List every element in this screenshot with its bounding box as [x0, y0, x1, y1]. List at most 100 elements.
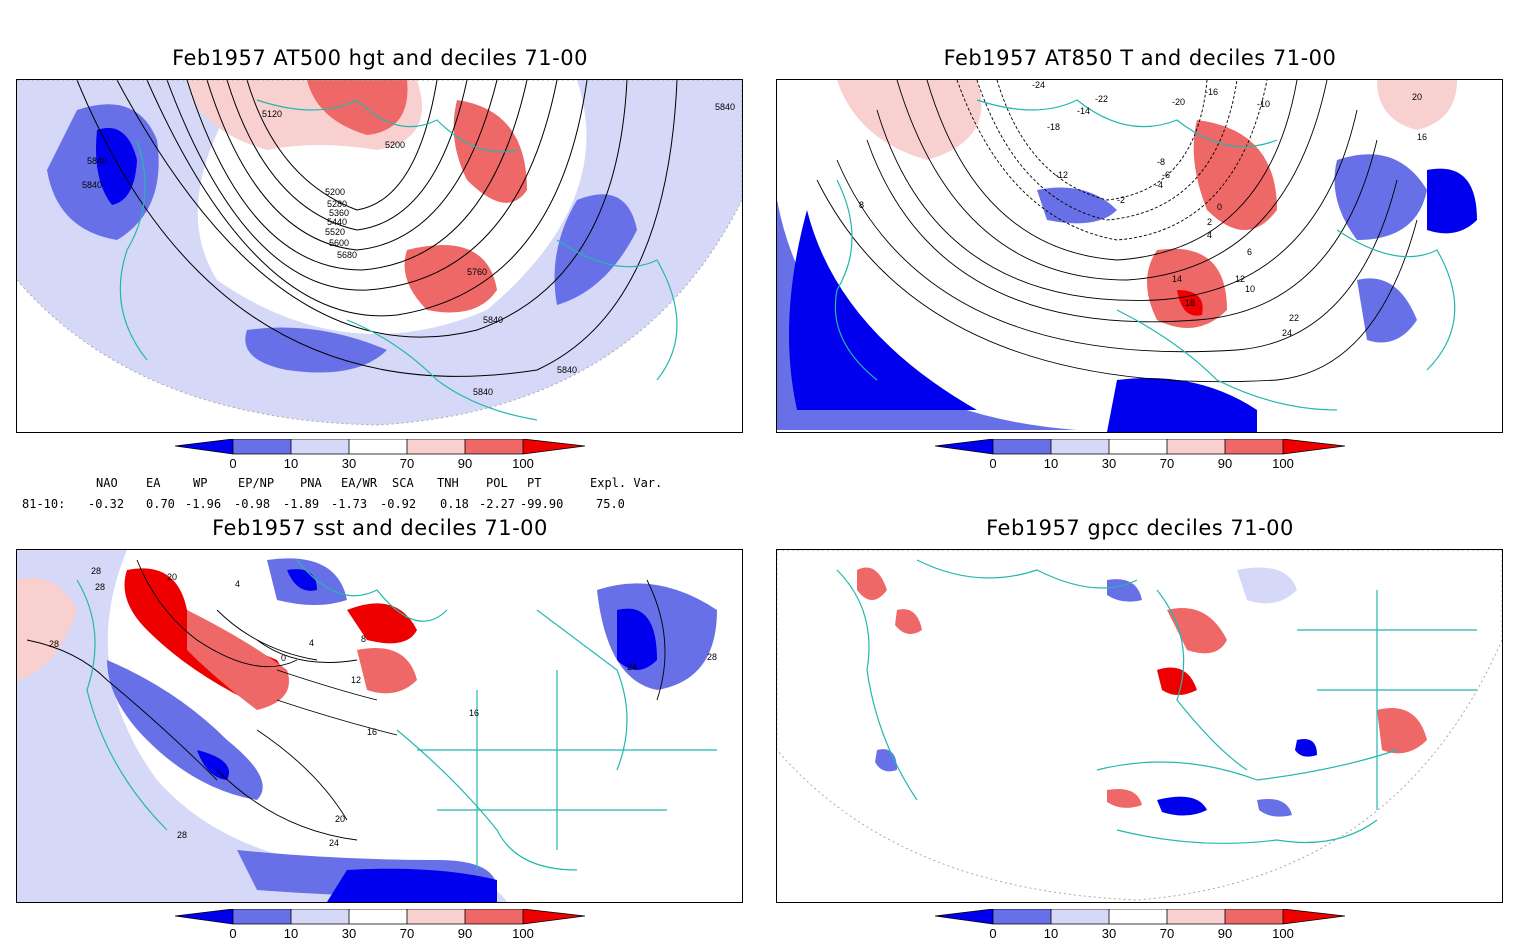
colorbar-tick: 100 [1272, 456, 1294, 471]
index-header: PT [527, 476, 542, 490]
decile-shading-high [1193, 120, 1277, 230]
contour-label: -20 [1172, 97, 1185, 107]
colorbar-swatch [291, 439, 349, 454]
sst-contours [26, 559, 666, 841]
contour-label: 4 [309, 638, 314, 648]
colorbar-tick: 90 [1218, 456, 1232, 471]
colorbar-tick: 30 [342, 926, 356, 940]
contour-label: 16 [469, 708, 479, 718]
contour-label: 4 [1207, 230, 1212, 240]
coastlines [834, 99, 1456, 411]
contour-label: -10 [1257, 99, 1270, 109]
colorbar-gpcc: 0 10 30 70 90 100 [934, 908, 1346, 941]
index-value: -0.98 [234, 497, 271, 511]
decile-shading-high [1147, 248, 1227, 328]
decile-shading-low [1357, 278, 1417, 343]
panel-title-sst: Feb1957 sst and deciles 71-00 [212, 516, 548, 540]
colorbar-swatch [935, 909, 993, 924]
colorbar-tick: 10 [284, 456, 298, 471]
contour-label: 0 [281, 653, 286, 663]
colorbar-swatch [407, 909, 465, 924]
decile-shading-high [1377, 80, 1457, 130]
height-contours [76, 80, 678, 377]
index-header: POL [486, 476, 508, 490]
coastlines [119, 99, 678, 421]
colorbar-swatch [465, 439, 523, 454]
contour-label: 5440 [327, 217, 347, 227]
contour-label: -2 [1117, 195, 1125, 205]
colorbar-swatch [935, 439, 993, 454]
colorbar-swatch [407, 439, 465, 454]
colorbar-swatch [233, 439, 291, 454]
contour-label: 5200 [325, 187, 345, 197]
decile-shading-low [1334, 154, 1427, 240]
decile-shading-high [404, 245, 497, 313]
index-header: SCA [392, 476, 414, 490]
contour-label: -6 [1162, 170, 1170, 180]
index-value: -2.27 [479, 497, 516, 511]
decile-shading-low [554, 194, 637, 305]
contour-label: 22 [1289, 313, 1299, 323]
contour-label: 5280 [327, 199, 347, 209]
decile-shading-lowest [197, 750, 229, 780]
decile-shading-high [17, 578, 77, 680]
colorbar-swatch [349, 909, 407, 924]
contour-label: 5520 [325, 227, 345, 237]
contour-label: 24 [1282, 328, 1292, 338]
contour-label: 8 [859, 200, 864, 210]
map-t850: -24 -22 -20 -18 -16 -14 -12 -10 -8 -6 -4… [777, 80, 1477, 432]
index-row-label: 81-10: [22, 497, 66, 511]
colorbar-tick: 30 [342, 456, 356, 471]
colorbar-sst: 0 10 30 70 90 100 [174, 908, 586, 941]
decile-shading-lowest [327, 868, 497, 902]
colorbar-swatch [233, 909, 291, 924]
index-header: EA/WR [341, 476, 378, 490]
contour-label: 10 [1245, 284, 1255, 294]
contour-label: 12 [1235, 274, 1245, 284]
contour-label: -12 [1055, 170, 1068, 180]
map-hgt500: 5120 5200 5200 5280 5360 5440 5520 5600 … [17, 80, 742, 426]
decile-shading-high [837, 80, 982, 160]
colorbar-swatch [1225, 439, 1283, 454]
colorbar-tick: 90 [458, 456, 472, 471]
colorbar-swatch [523, 439, 585, 454]
projection-edge [17, 80, 742, 426]
decile-shading-low [597, 583, 717, 690]
map-panel-sst: 28 28 20 4 0 4 8 12 16 16 20 24 28 28 24… [16, 549, 743, 903]
contour-label: 28 [95, 582, 105, 592]
colorbar-tick: 0 [229, 456, 236, 471]
index-value: -99.90 [520, 497, 564, 511]
colorbar-tick: 70 [400, 456, 414, 471]
contour-label: 5840 [87, 156, 107, 166]
colorbar-tick: 90 [458, 926, 472, 940]
colorbar-tick: 0 [989, 456, 996, 471]
contour-label: 24 [627, 662, 637, 672]
colorbar-tick: 30 [1102, 456, 1116, 471]
colorbar-tick: 100 [1272, 926, 1294, 940]
index-header: Expl. Var. [590, 476, 663, 490]
colorbar-swatch [291, 909, 349, 924]
index-value: -0.92 [380, 497, 417, 511]
decile-shading-lowest [1107, 378, 1257, 432]
decile-shading-low [1037, 187, 1117, 224]
colorbar-tick: 70 [1160, 456, 1174, 471]
contour-label: 20 [335, 814, 345, 824]
colorbar-swatch [523, 909, 585, 924]
colorbar-swatch [1109, 439, 1167, 454]
decile-shading-low [17, 550, 507, 902]
colorbar-swatch [175, 439, 233, 454]
coastlines [836, 559, 1477, 844]
colorbar-scale: 0 10 30 70 90 100 [934, 438, 1346, 471]
contour-label: 5360 [329, 208, 349, 218]
panel-title-t850: Feb1957 AT850 T and deciles 71-00 [943, 46, 1337, 70]
map-sst: 28 28 20 4 0 4 8 12 16 16 20 24 28 28 24… [17, 550, 717, 902]
decile-shading-highest [347, 603, 417, 644]
contour-label: 28 [91, 566, 101, 576]
colorbar-swatch [1051, 909, 1109, 924]
index-value: -1.73 [331, 497, 368, 511]
contour-label: 28 [177, 830, 187, 840]
colorbar-swatch [1283, 909, 1345, 924]
contour-label: 5120 [262, 109, 282, 119]
index-value: -0.32 [88, 497, 125, 511]
colorbar-tick: 10 [1044, 456, 1058, 471]
